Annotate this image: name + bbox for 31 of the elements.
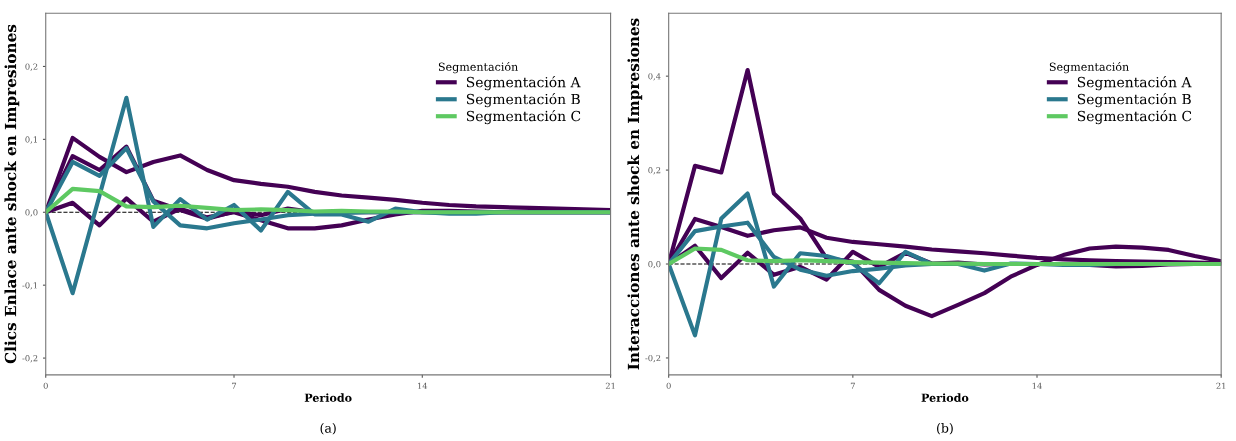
y-tick-label: 0,1 <box>25 136 37 144</box>
y-tick-label: -0,2 <box>645 354 661 363</box>
legend-label: Segmentación A <box>466 76 581 91</box>
legend-title: Segmentación <box>438 61 518 74</box>
y-tick-label: 0,0 <box>648 261 661 269</box>
y-axis-title: Clics Enlace ante shock en Impresiones <box>4 24 20 364</box>
y-tick-label: 0,4 <box>648 73 661 81</box>
x-tick-label: 7 <box>850 382 855 389</box>
legend-label: Segmentación B <box>466 93 580 108</box>
x-tick-label: 21 <box>605 382 615 389</box>
legend-title: Segmentación <box>1049 61 1129 74</box>
legend-label: Segmentación A <box>1077 76 1192 91</box>
text: (a) <box>320 423 336 435</box>
text: (b) <box>937 423 953 435</box>
x-tick-label: 14 <box>418 382 428 389</box>
legend-label: Segmentación C <box>466 109 581 125</box>
y-tick-label: 0,0 <box>25 209 38 217</box>
x-axis-title: Periodo <box>304 393 352 402</box>
y-tick-label: 0,2 <box>25 63 38 71</box>
y-tick-label: -0,1 <box>22 282 37 290</box>
legend-label: Segmentación C <box>1077 109 1192 125</box>
x-tick-label: 21 <box>1216 382 1226 389</box>
y-axis-title: Interacciones ante shock en Impresiones <box>627 18 643 370</box>
y-tick-label: 0,2 <box>648 167 661 175</box>
x-axis-title: Periodo <box>921 393 969 402</box>
x-tick-label: 7 <box>232 382 237 389</box>
x-tick-label: 0 <box>43 382 48 389</box>
y-tick-label: -0,2 <box>22 355 38 363</box>
x-tick-label: 14 <box>1032 382 1042 389</box>
x-tick-label: 0 <box>666 382 671 389</box>
legend-label: Segmentación B <box>1077 93 1191 108</box>
